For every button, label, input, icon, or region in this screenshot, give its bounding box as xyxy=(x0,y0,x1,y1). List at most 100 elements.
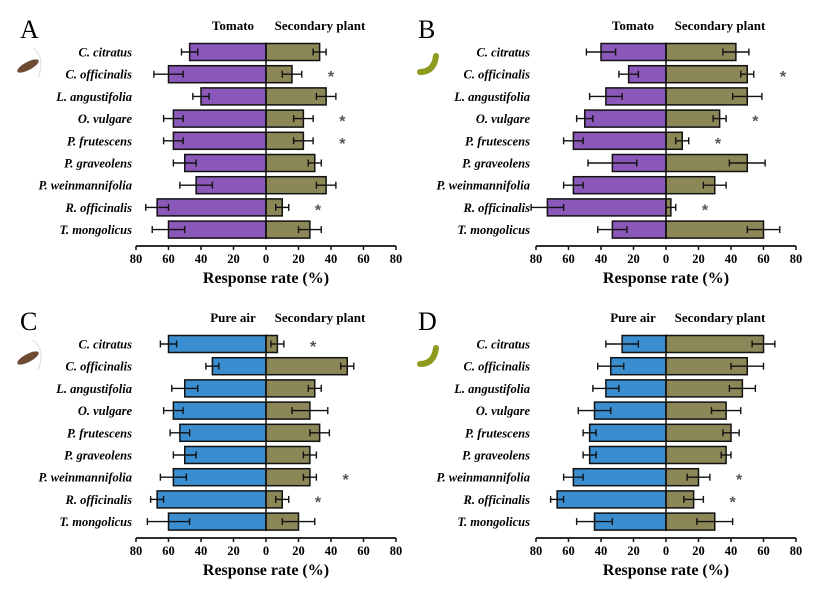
category-label: O. vulgare xyxy=(78,404,133,418)
error-bar-right xyxy=(740,70,755,78)
category-label: L. angustifolia xyxy=(453,90,530,104)
significance-star: * xyxy=(343,472,350,489)
error-bar-right xyxy=(730,362,765,370)
category-label: C. officinalis xyxy=(66,68,133,82)
error-bar-right xyxy=(309,429,331,437)
significance-star: * xyxy=(339,136,346,153)
x-tick-label: 60 xyxy=(562,252,575,266)
beetle-body xyxy=(17,351,39,365)
category-label: O. vulgare xyxy=(476,112,531,126)
x-tick-label: 60 xyxy=(162,544,175,558)
category-label: P. weinmannifolia xyxy=(436,179,530,193)
category-label: L. angustifolia xyxy=(55,382,132,396)
category-label: C. officinalis xyxy=(66,360,133,374)
bar-left xyxy=(184,153,267,173)
x-axis-label: Response rate (%) xyxy=(603,270,729,287)
error-bar-left xyxy=(530,203,565,211)
right-header: Secondary plant xyxy=(275,310,366,325)
error-bar-left xyxy=(592,384,620,392)
error-bar-left xyxy=(618,70,640,78)
x-tick-label: 60 xyxy=(562,544,575,558)
bar-right xyxy=(665,109,721,128)
error-bar-left xyxy=(162,115,184,123)
x-axis-label: Response rate (%) xyxy=(603,562,729,579)
right-header: Secondary plant xyxy=(675,310,766,325)
error-bar-left xyxy=(582,451,597,459)
bar-right xyxy=(665,445,727,465)
bar-left xyxy=(546,198,667,217)
significance-star: * xyxy=(736,472,743,489)
bar-left xyxy=(172,401,267,420)
error-bar-right xyxy=(275,495,290,503)
bar-left xyxy=(211,356,267,376)
x-tick-label: 0 xyxy=(663,252,669,266)
error-bar-left xyxy=(597,362,625,370)
x-tick-label: 80 xyxy=(390,544,403,558)
category-label: L. angustifolia xyxy=(453,382,530,396)
category-label: P. frutescens xyxy=(465,426,530,440)
category-label: T. mongolicus xyxy=(458,515,531,529)
bar-left xyxy=(172,109,267,128)
panel-letter: D xyxy=(418,307,437,336)
error-bar-left xyxy=(562,473,584,481)
error-bar-left xyxy=(172,451,197,459)
category-label: C. citratus xyxy=(79,46,133,60)
x-tick-label: 40 xyxy=(325,252,338,266)
left-header: Tomato xyxy=(612,18,654,33)
error-bar-right xyxy=(302,473,318,481)
error-bar-left xyxy=(205,362,220,370)
error-bar-right xyxy=(292,115,314,123)
error-bar-left xyxy=(575,115,594,123)
bar-left xyxy=(172,467,267,487)
bar-left xyxy=(188,42,267,62)
error-bar-right xyxy=(710,407,742,415)
category-label: C. citratus xyxy=(477,338,531,352)
bar-left xyxy=(200,87,267,106)
error-bar-left xyxy=(162,137,184,145)
bar-left xyxy=(572,467,667,487)
significance-star: * xyxy=(780,69,787,86)
error-bar-right xyxy=(722,48,750,56)
error-bar-left xyxy=(159,340,178,348)
error-bar-right xyxy=(315,181,337,189)
bar-left xyxy=(156,490,267,509)
error-bar-left xyxy=(192,92,210,100)
category-label: P. weinmannifolia xyxy=(38,471,132,485)
bar-left xyxy=(179,423,267,443)
panel-letter: A xyxy=(20,15,39,44)
x-tick-label: 20 xyxy=(692,252,705,266)
error-bar-right xyxy=(270,340,285,348)
antenna xyxy=(32,339,42,371)
error-bar-right xyxy=(731,92,763,100)
x-tick-label: 40 xyxy=(595,544,608,558)
bar-left xyxy=(584,109,667,128)
bar-left xyxy=(167,334,267,354)
bar-right xyxy=(665,423,732,443)
x-tick-label: 40 xyxy=(195,252,208,266)
error-bar-right xyxy=(720,451,732,459)
beetle-icon xyxy=(17,47,42,79)
beetle-icon xyxy=(17,339,42,371)
error-bar-left xyxy=(575,518,614,526)
error-bar-left xyxy=(605,340,640,348)
significance-star: * xyxy=(715,136,722,153)
x-tick-label: 60 xyxy=(162,252,175,266)
category-label: C. citratus xyxy=(79,338,133,352)
category-label: R. officinalis xyxy=(463,493,531,507)
bar-right xyxy=(265,153,316,173)
bar-left xyxy=(572,131,667,151)
category-label: P. weinmannifolia xyxy=(436,471,530,485)
x-tick-label: 40 xyxy=(725,544,738,558)
significance-star: * xyxy=(339,114,346,131)
category-label: R. officinalis xyxy=(65,201,133,215)
category-label: T. mongolicus xyxy=(60,515,133,529)
error-bar-right xyxy=(712,115,727,123)
error-bar-right xyxy=(696,518,734,526)
error-bar-left xyxy=(582,429,597,437)
left-header: Pure air xyxy=(210,310,256,325)
error-bar-left xyxy=(577,407,612,415)
x-tick-label: 0 xyxy=(263,252,269,266)
error-bar-left xyxy=(171,384,199,392)
x-tick-label: 20 xyxy=(227,544,240,558)
x-tick-label: 20 xyxy=(292,252,305,266)
